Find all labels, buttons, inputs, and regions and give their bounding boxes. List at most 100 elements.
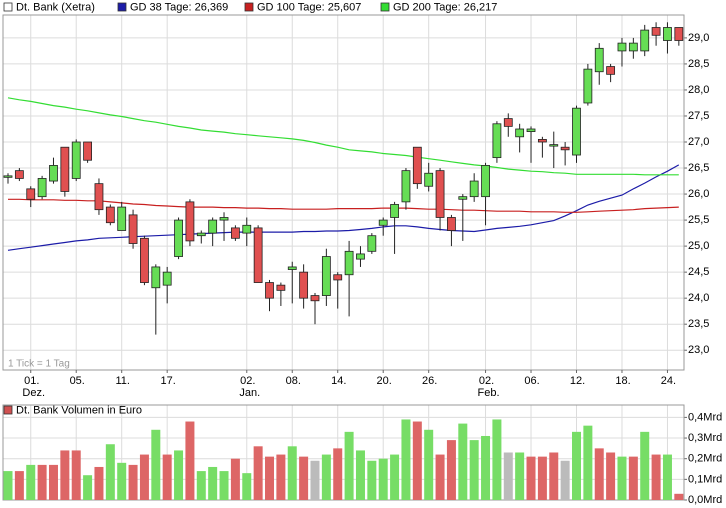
x-month-label: Jan. <box>239 387 260 399</box>
volume-bar <box>230 458 240 500</box>
volume-bar <box>572 431 581 500</box>
y-tick-label: 28,0 <box>688 84 709 96</box>
legend-label: GD 200 Tage: 26,217 <box>393 1 497 13</box>
volume-bar <box>492 419 502 500</box>
volume-bar <box>276 454 286 500</box>
candle-body <box>162 271 172 286</box>
plot-frame <box>2 404 685 501</box>
volume-bar <box>503 452 513 500</box>
candle-body <box>174 219 183 257</box>
volume-bar <box>515 452 525 500</box>
candle-body <box>537 139 547 143</box>
candle-body <box>3 175 13 178</box>
candle-body <box>333 274 343 281</box>
volume-bar <box>628 456 638 500</box>
moving-average-line <box>7 97 679 176</box>
volume-bar <box>594 448 604 500</box>
volume-bar <box>253 446 263 500</box>
y-tick-label: 0,1Mrd <box>688 473 722 485</box>
x-tick-label: 24. <box>661 375 676 387</box>
volume-bar <box>105 444 115 500</box>
volume-bar <box>446 440 456 500</box>
candle-body <box>321 256 331 296</box>
candle-body <box>310 295 320 302</box>
candle-body <box>435 170 445 218</box>
volume-bar <box>299 456 309 500</box>
volume-bar <box>378 458 388 500</box>
legend-swatch <box>117 2 127 12</box>
candle-body <box>606 66 616 75</box>
candle-body <box>469 180 479 198</box>
candle-body <box>185 201 195 242</box>
y-tick-label: 25,5 <box>688 214 709 226</box>
candle-body <box>458 196 468 200</box>
x-tick-label: 02. <box>479 375 494 387</box>
candle-body <box>60 146 70 192</box>
candle-body <box>674 27 684 41</box>
volume-bar <box>128 464 138 500</box>
legend-swatch <box>380 2 390 12</box>
volume-bar <box>583 425 593 500</box>
volume-bar <box>151 429 161 500</box>
volume-bar <box>3 471 13 500</box>
candle-body <box>265 282 274 299</box>
x-month-label: Dez. <box>22 387 45 399</box>
legend-swatch <box>244 2 254 12</box>
volume-bar <box>606 452 616 500</box>
y-tick-label: 24,0 <box>688 292 709 304</box>
volume-bar <box>60 450 70 500</box>
candle-body <box>640 29 650 52</box>
volume-bar <box>94 466 104 500</box>
volume-bar <box>526 456 536 500</box>
candle-body <box>26 188 36 200</box>
x-tick-label: 20. <box>377 375 392 387</box>
candle-body <box>572 107 581 156</box>
candle-body <box>94 183 104 211</box>
candle-body <box>287 266 297 270</box>
volume-bar <box>37 464 47 500</box>
candle-body <box>356 253 365 260</box>
y-tick-label: 26,5 <box>688 162 709 174</box>
y-tick-label: 23,0 <box>688 344 709 356</box>
volume-bar <box>674 493 684 500</box>
candle-body <box>447 217 456 231</box>
candle-body <box>651 27 661 36</box>
y-tick-label: 24,5 <box>688 266 709 278</box>
volume-bar <box>640 431 650 500</box>
annotation: 1 Tick = 1 Tag <box>8 359 70 370</box>
y-tick-label: 29,0 <box>688 32 709 44</box>
plot-frame <box>2 14 685 371</box>
volume-bar <box>390 454 400 500</box>
candle-body <box>344 250 354 276</box>
candle-body <box>515 128 525 138</box>
y-tick-label: 26,0 <box>688 188 709 200</box>
candle-body <box>663 27 672 41</box>
volume-bar <box>48 464 58 500</box>
candle-body <box>37 178 47 198</box>
candle-body <box>208 219 218 234</box>
candle-body <box>140 237 149 283</box>
x-tick-label: 05. <box>70 375 85 387</box>
volume-bar <box>401 419 411 500</box>
candle-body <box>253 227 263 283</box>
candle-body <box>481 165 490 198</box>
y-tick-label: 23,5 <box>688 318 709 330</box>
legend-label: GD 38 Tage: 26,369 <box>130 1 228 13</box>
candle-body <box>594 47 604 73</box>
candle-body <box>242 224 252 234</box>
candle-body <box>549 144 559 147</box>
candle-body <box>390 204 399 218</box>
volume-bar <box>83 475 93 500</box>
y-tick-label: 25,0 <box>688 240 709 252</box>
candle-body <box>617 42 627 52</box>
candle-body <box>378 219 388 226</box>
volume-bar <box>662 454 672 500</box>
candle-body <box>424 172 434 187</box>
candle-body <box>503 118 513 127</box>
x-tick-label: 26. <box>422 375 437 387</box>
candle-body <box>14 170 24 179</box>
candle-body <box>151 266 161 289</box>
candle-body <box>412 146 422 185</box>
volume-bar <box>265 456 275 500</box>
volume-bar <box>424 429 434 500</box>
